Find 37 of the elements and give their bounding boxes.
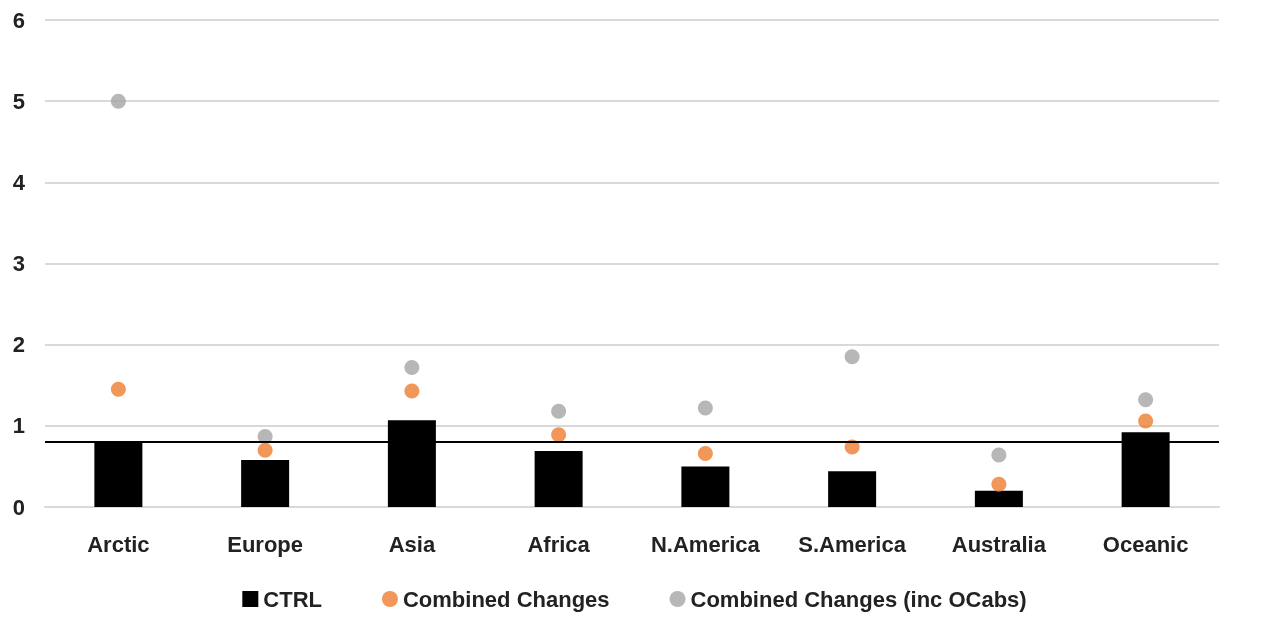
bar — [828, 471, 877, 507]
point — [991, 476, 1007, 492]
x-tick-label: Oceanic — [1102, 531, 1189, 557]
point — [404, 383, 420, 399]
point — [110, 381, 126, 397]
y-tick-label: 0 — [12, 494, 25, 520]
point — [404, 359, 420, 375]
point — [1138, 413, 1154, 429]
x-tick-label: Africa — [527, 531, 591, 557]
x-tick-label: Arctic — [87, 531, 150, 557]
x-tick-label: S.America — [798, 531, 907, 557]
x-tick-label: N.America — [650, 531, 761, 557]
point — [844, 349, 860, 365]
x-tick-label: Australia — [951, 531, 1047, 557]
bar — [974, 490, 1023, 507]
bar — [681, 466, 730, 507]
point — [697, 400, 713, 416]
y-tick-label: 2 — [12, 332, 25, 358]
point — [551, 427, 567, 443]
point — [1138, 392, 1154, 408]
point — [257, 442, 273, 458]
y-tick-label: 4 — [12, 169, 26, 195]
point — [991, 447, 1007, 463]
bar — [534, 451, 583, 507]
y-tick-label: 5 — [12, 88, 25, 114]
x-tick-label: Europe — [227, 531, 304, 557]
legend-label: Combined Changes — [402, 586, 610, 612]
y-tick-label: 3 — [12, 251, 25, 276]
point — [697, 445, 713, 461]
x-tick-label: Asia — [388, 531, 436, 557]
bar — [241, 459, 290, 507]
legend-label: CTRL — [263, 586, 322, 612]
legend-label: Combined Changes (inc OCabs) — [690, 586, 1027, 612]
y-tick-label: 1 — [12, 413, 25, 439]
point — [551, 403, 567, 419]
y-tick-label: 6 — [12, 7, 25, 33]
point — [110, 93, 126, 109]
